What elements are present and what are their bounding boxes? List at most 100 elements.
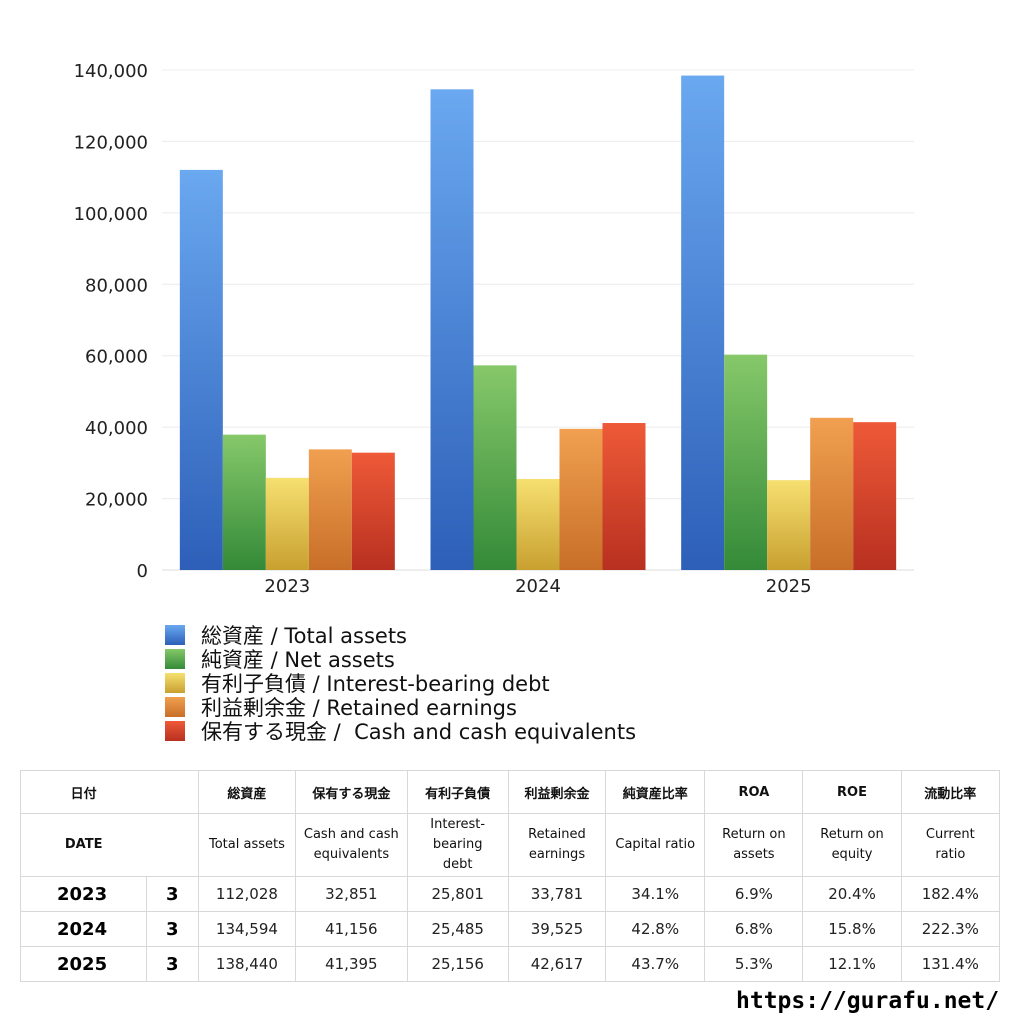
legend-item: 利益剰余金 / Retained earnings [165,695,636,720]
x-tick-label: 2023 [264,576,310,597]
table-header-cell-en: Cash and cash equivalents [295,813,408,877]
table-cell: 41,156 [295,911,408,947]
table-header-cell-en: Return on assets [704,813,804,877]
bar [559,428,603,570]
table-cell: 5.3% [704,946,804,982]
table-header-en: DATE Total assets Cash and cash equivalents… [20,813,1001,877]
table-cell: 134,594 [197,911,297,947]
table-header-cell: ROA [704,770,804,814]
legend-item: 保有する現金 / Cash and cash equivalents [165,719,637,744]
table-header-cell: 利益剰余金 [507,770,607,814]
y-tick-label: 140,000 [74,61,148,82]
bar-chart: 0 20,000 40,000 60,000 80,000 100,000 120,000 1… [74,61,914,597]
bar [853,422,897,570]
table-header-cell-en: DATE [20,813,147,877]
legend-label: 有利子負債 / Interest-bearing debt [201,672,550,696]
table-cell: 15.8% [802,911,902,947]
legend-label: 総資産 / Total assets [201,624,407,648]
y-axis-ticks: 0 20,000 40,000 60,000 80,000 100,000 120,000 1… [74,61,148,582]
legend-item: 総資産 / Total assets [165,623,636,648]
table-header-cell: 日付 [20,770,147,814]
chart-bars [179,75,897,571]
table-cell: 39,525 [507,911,607,947]
table-cell: 131.4% [900,946,1001,982]
table-cell: 2023 [20,876,147,912]
x-tick-label: 2025 [766,576,812,597]
bar [430,89,474,571]
table-cell: 2024 [20,911,147,947]
table-header-cell: 流動比率 [900,770,1001,814]
bar [724,354,768,570]
legend-swatch [165,649,185,669]
table-cell: 32,851 [295,876,408,912]
bar [222,434,266,570]
table-header-cell-en: Interest-bearing debt [406,813,509,877]
bar [179,169,223,570]
table-header-cell: 有利子負債 [406,770,509,814]
table-cell: 12.1% [802,946,902,982]
table-cell: 3 [145,946,199,982]
table-cell: 25,485 [406,911,509,947]
legend-label: 純資産 / Net assets [201,648,395,672]
table-cell: 6.8% [704,911,804,947]
bar [473,365,517,570]
table-cell: 33,781 [507,876,607,912]
table-cell: 25,801 [406,876,509,912]
table-row: 2025 3 138,440 41,395 25,156 42,617 43.7% 5.3% 1… [20,946,1001,982]
table-header-cell-en [146,813,199,877]
table-row: 2023 3 112,028 32,851 25,801 33,781 34.1% 6.9% 2… [20,876,1001,912]
table-cell: 112,028 [197,876,297,912]
table-cell: 20.4% [802,876,902,912]
y-tick-label: 0 [137,561,148,582]
table-header-cell: 保有する現金 [295,770,408,814]
table-cell: 41,395 [295,946,408,982]
table-cell: 2025 [20,946,147,982]
table-header-cell-en: Retained earnings [507,813,607,877]
x-axis-ticks: 2023 2024 2025 [264,576,811,597]
table-header-cell: 総資産 [197,770,297,814]
table-header-cell: 純資産比率 [605,770,706,814]
legend-swatch [165,697,185,717]
table-cell: 25,156 [406,946,509,982]
legend-item: 純資産 / Net assets [165,647,636,672]
legend-label: 利益剰余金 / Retained earnings [201,696,517,720]
table-cell: 34.1% [605,876,706,912]
table-header-cell: ROE [802,770,902,814]
table-header-cell [146,770,199,814]
financial-table: 日付 総資産 保有する現金 有利子負債 利益剰余金 純資産比率 ROA ROE 流動比率 DAT… [20,770,1001,982]
bar [810,417,854,570]
bar [681,75,725,571]
table-cell: 42,617 [507,946,607,982]
legend-label: 保有する現金 / Cash and cash equivalents [201,720,637,744]
legend-item: 有利子負債 / Interest-bearing debt [165,671,636,696]
x-tick-label: 2024 [515,576,561,597]
table-cell: 6.9% [704,876,804,912]
y-tick-label: 100,000 [74,204,148,225]
table-cell: 43.7% [605,946,706,982]
table-cell: 3 [145,911,199,947]
bar [351,452,395,570]
chart-legend: 総資産 / Total assets 純資産 / Net assets 有利子負債 … [165,623,637,744]
table-header-cell-en: Capital ratio [605,813,706,877]
y-tick-label: 60,000 [85,347,148,368]
bar [308,449,352,570]
y-tick-label: 20,000 [85,490,148,511]
table-header-ja: 日付 総資産 保有する現金 有利子負債 利益剰余金 純資産比率 ROA ROE 流動比率 [20,770,1001,814]
table-header-cell-en: Current ratio [900,813,1001,877]
table-header-cell-en: Total assets [197,813,297,877]
legend-swatch [165,721,185,741]
bar [602,423,646,570]
y-tick-label: 120,000 [74,132,148,153]
table-cell: 222.3% [900,911,1001,947]
table-cell: 42.8% [605,911,706,947]
table-header-cell-en: Return on equity [802,813,902,877]
bar [265,477,309,570]
legend-swatch [165,673,185,693]
bar [767,480,811,570]
bar [516,478,560,570]
site-url: https://gurafu.net/ [736,988,1000,1014]
legend-swatch [165,625,185,645]
table-cell: 182.4% [900,876,1001,912]
table-row: 2024 3 134,594 41,156 25,485 39,525 42.8% 6.8% 1… [20,911,1001,947]
table-cell: 3 [145,876,199,912]
